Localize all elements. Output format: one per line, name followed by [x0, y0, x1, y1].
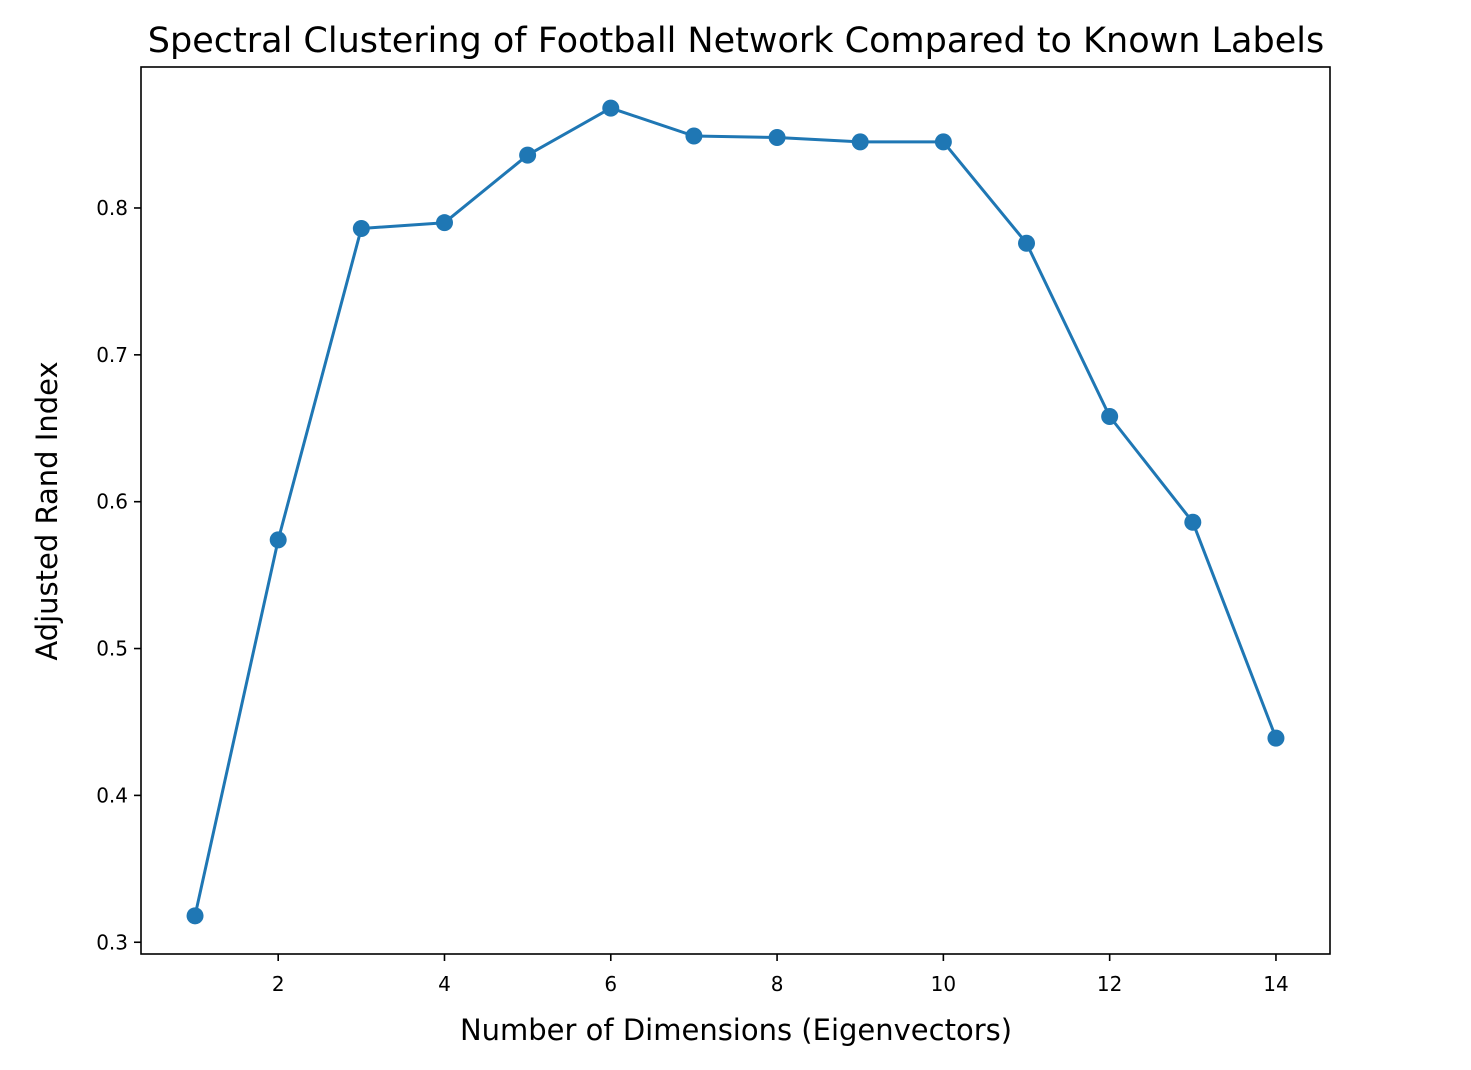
- series-line: [193, 106, 1278, 917]
- x-tick-label: 4: [438, 972, 451, 996]
- x-tick-label: 10: [931, 972, 956, 996]
- data-point: [685, 127, 703, 145]
- y-tick-label: 0.8: [96, 196, 128, 220]
- data-point: [1101, 408, 1119, 426]
- x-tick-label: 12: [1097, 972, 1122, 996]
- x-tick-label: 14: [1263, 972, 1288, 996]
- plot-area-frame: [140, 66, 1331, 955]
- y-axis-label: Adjusted Rand Index: [30, 361, 64, 660]
- data-point: [1267, 729, 1285, 747]
- data-point: [768, 128, 786, 146]
- x-tick-label: 2: [272, 972, 285, 996]
- y-axis: 0.3 0.4 0.5 0.6 0.7 0.8: [96, 196, 141, 954]
- data-point: [352, 220, 370, 238]
- x-axis-label: Number of Dimensions (Eigenvectors): [460, 1013, 1012, 1047]
- y-tick-label: 0.6: [96, 490, 128, 514]
- x-tick-label: 6: [604, 972, 617, 996]
- data-point: [435, 214, 453, 232]
- data-point: [602, 99, 620, 117]
- data-point: [186, 907, 204, 925]
- x-axis: 2 4 6 8 10 12 14: [272, 954, 1289, 996]
- data-point: [1184, 513, 1202, 531]
- data-point: [269, 531, 287, 549]
- data-point: [519, 146, 537, 164]
- data-point: [1018, 234, 1036, 252]
- y-tick-label: 0.7: [96, 343, 128, 367]
- chart-title: Spectral Clustering of Football Network …: [148, 21, 1324, 61]
- data-point: [934, 133, 952, 151]
- x-tick-label: 8: [771, 972, 784, 996]
- y-tick-label: 0.5: [96, 637, 128, 661]
- series-layer: [186, 99, 1285, 925]
- y-tick-label: 0.4: [96, 783, 128, 807]
- data-point: [851, 133, 869, 151]
- y-tick-label: 0.3: [96, 930, 128, 954]
